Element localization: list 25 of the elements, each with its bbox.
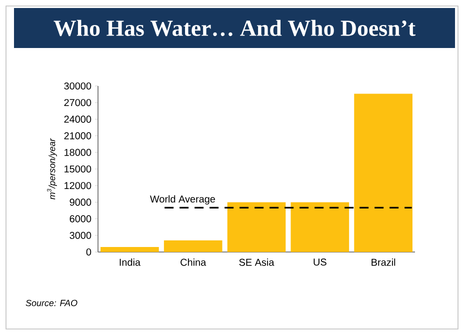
bar — [164, 240, 222, 252]
y-tick-label: 30000 — [64, 82, 92, 90]
y-tick-label: 9000 — [70, 198, 92, 206]
x-tick-label: US — [314, 258, 326, 266]
y-tick-label: 12000 — [64, 182, 92, 190]
x-tick-label: SE Asia — [239, 258, 274, 266]
bar — [354, 94, 412, 252]
y-axis-title: m$^{3}$/person/year — [47, 138, 57, 200]
bar — [290, 202, 350, 252]
y-tick-label: 3000 — [70, 232, 92, 239]
y-tick-label: 0 — [86, 248, 92, 256]
y-tick-label: 21000 — [64, 132, 92, 140]
x-tick-label: Brazil — [372, 258, 396, 266]
source-note: Source: FAO — [26, 300, 78, 306]
y-tick-label: 24000 — [64, 116, 92, 123]
x-tick-label: China — [180, 258, 206, 266]
bar — [227, 202, 286, 252]
x-tick-label: India — [120, 258, 141, 266]
ref-line-label: World Average — [150, 195, 216, 205]
y-tick-label: 18000 — [64, 148, 92, 156]
bar — [100, 247, 159, 252]
y-tick-label: 6000 — [70, 215, 92, 222]
y-tick-label: 15000 — [64, 165, 92, 173]
chart-title: Who Has Water… And Who Doesn’t — [54, 20, 416, 36]
y-tick-label: 27000 — [64, 99, 92, 106]
